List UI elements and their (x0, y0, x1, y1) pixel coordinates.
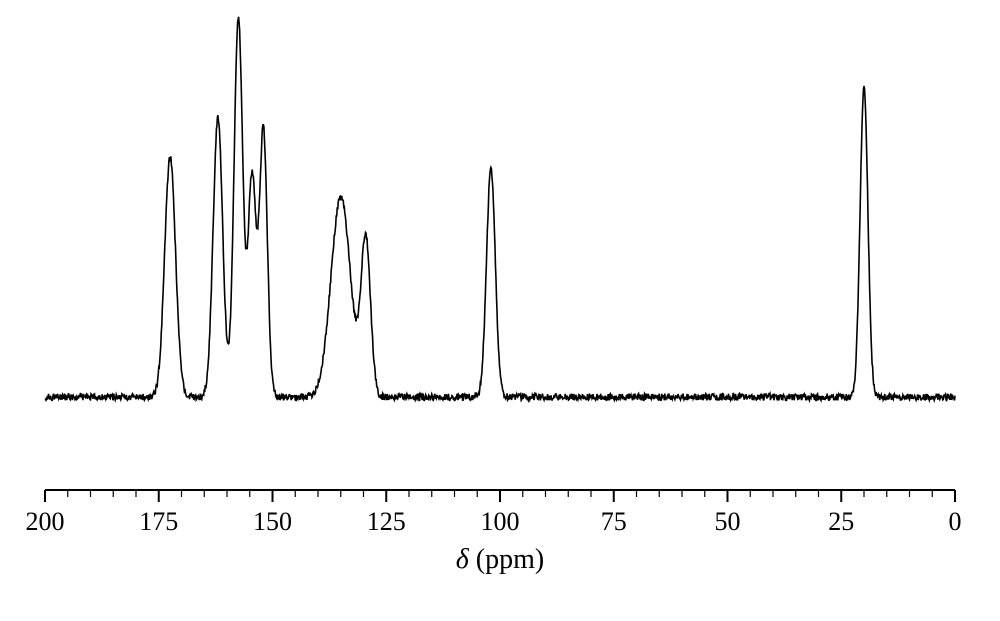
x-tick-label: 175 (139, 507, 178, 536)
x-tick-label: 75 (601, 507, 627, 536)
spectrum-trace (45, 17, 955, 401)
x-axis-label: δ (ppm) (456, 544, 544, 575)
x-tick-label: 100 (481, 507, 520, 536)
x-tick-label: 200 (26, 507, 65, 536)
x-tick-label: 125 (367, 507, 406, 536)
x-tick-label: 0 (949, 507, 962, 536)
x-tick-label: 25 (828, 507, 854, 536)
nmr-svg: 200 175 150 125 100 75 50 25 0 δ (ppm) (0, 0, 1000, 621)
nmr-chart: 200 175 150 125 100 75 50 25 0 δ (ppm) (0, 0, 1000, 621)
x-tick-label: 150 (253, 507, 292, 536)
x-tick-label: 50 (715, 507, 741, 536)
